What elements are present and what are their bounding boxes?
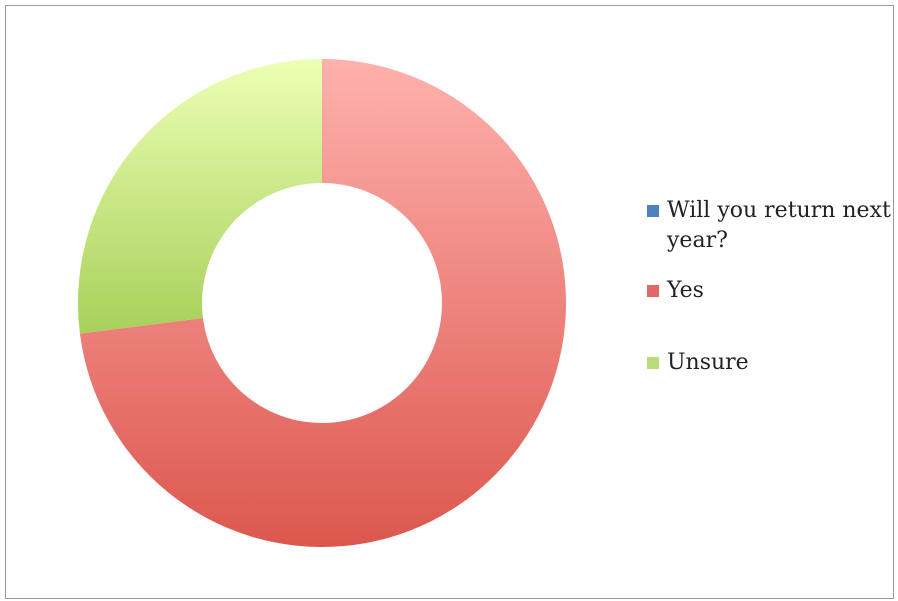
legend-item-question: Will you return next year? bbox=[647, 196, 892, 256]
legend-label-question: Will you return next year? bbox=[667, 198, 891, 253]
legend-swatch-unsure bbox=[647, 357, 659, 369]
slice-unsure bbox=[78, 59, 323, 334]
legend-swatch-yes bbox=[647, 285, 659, 297]
legend-swatch-question bbox=[647, 205, 659, 217]
legend-label-yes: Yes bbox=[667, 278, 704, 303]
slice-yes bbox=[79, 59, 567, 547]
legend-item-unsure: Unsure bbox=[647, 348, 892, 378]
chart-legend: Will you return next year? Yes Unsure bbox=[647, 196, 892, 398]
legend-label-unsure: Unsure bbox=[667, 350, 749, 375]
legend-item-yes: Yes bbox=[647, 276, 892, 306]
